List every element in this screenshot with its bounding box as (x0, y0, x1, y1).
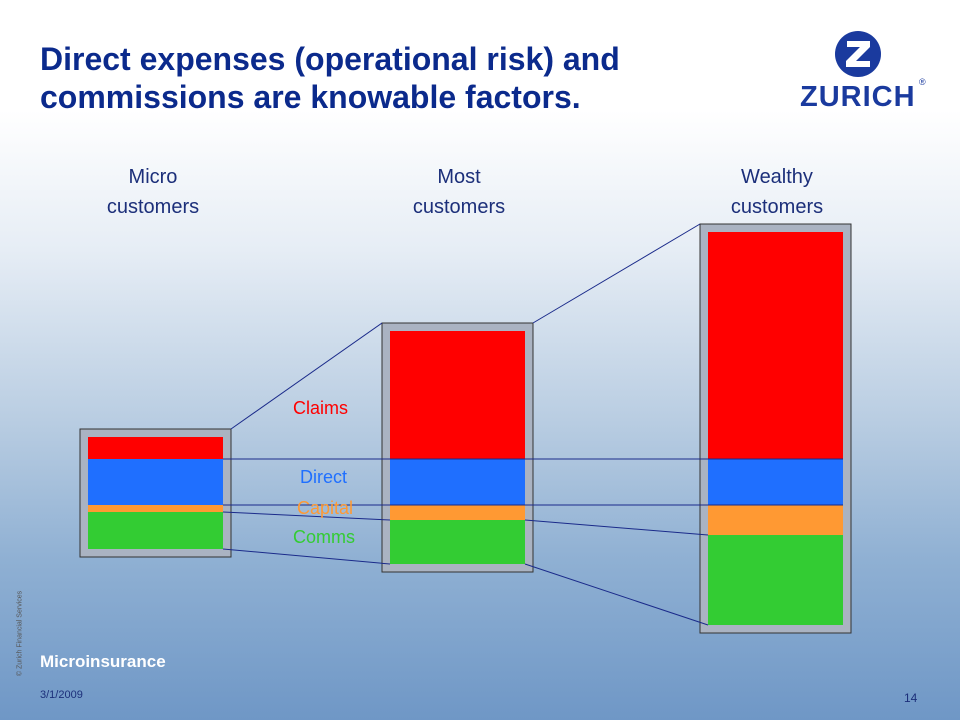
column-header-wealthy-line2: customers (730, 196, 824, 218)
legend-label-direct: Direct (300, 467, 348, 487)
slide-title: Direct expenses (operational risk) and c… (40, 40, 760, 116)
bar-segment-most-direct (390, 459, 525, 505)
bar-segment-wealthy-comms (708, 535, 843, 625)
title-line-2: commissions are knowable factors. (40, 79, 581, 115)
bar-segment-micro-direct (88, 459, 223, 505)
zurich-logo-text: ZURICH (800, 81, 916, 113)
connector-comms-bottom-2 (524, 563, 709, 626)
zurich-logo: ZURICH ® (800, 31, 926, 113)
legend-label-comms: Comms (293, 527, 355, 547)
bar-segment-micro-comms (88, 512, 223, 549)
bar-segment-micro-claims (88, 437, 223, 459)
page-number: 14 (904, 691, 918, 705)
column-header-micro-line2: customers (106, 196, 200, 218)
zurich-logo-z-mark (846, 41, 870, 67)
bar-segment-most-claims (390, 331, 525, 459)
zurich-logo-registered: ® (919, 77, 926, 87)
bar-segment-wealthy-capital (708, 505, 843, 535)
column-header-most-line1: Most (437, 166, 481, 188)
bar-segment-most-capital (390, 505, 525, 520)
column-header-wealthy-line1: Wealthy (741, 166, 813, 188)
footer-date: 3/1/2009 (40, 689, 83, 701)
copyright-sidebar: © Zurich Financial Services (10, 575, 30, 705)
column-header-most-line2: customers (412, 196, 506, 218)
legend-label-capital: Capital (297, 498, 354, 518)
bar-segment-wealthy-claims (708, 232, 843, 459)
connector-claims-top-2 (532, 223, 701, 324)
bar-segment-micro-capital (88, 505, 223, 512)
connector-comms-top-1 (222, 511, 391, 521)
copyright-text: © Zurich Financial Services (16, 590, 24, 677)
title-line-1: Direct expenses (operational risk) and (40, 41, 620, 77)
connector-comms-top-2 (524, 519, 709, 536)
connector-comms-bottom-1 (222, 548, 391, 565)
column-header-micro-line1: Micro (128, 166, 178, 188)
column-header-most: Most customers (379, 162, 539, 222)
bar-segment-most-comms (390, 520, 525, 564)
connector-claims-top-1 (230, 322, 383, 430)
column-header-micro: Micro customers (73, 162, 233, 222)
footer-title: Microinsurance (40, 652, 166, 671)
legend-label-claims: Claims (293, 398, 349, 418)
bar-segment-wealthy-direct (708, 459, 843, 505)
column-header-wealthy: Wealthy customers (697, 162, 857, 222)
